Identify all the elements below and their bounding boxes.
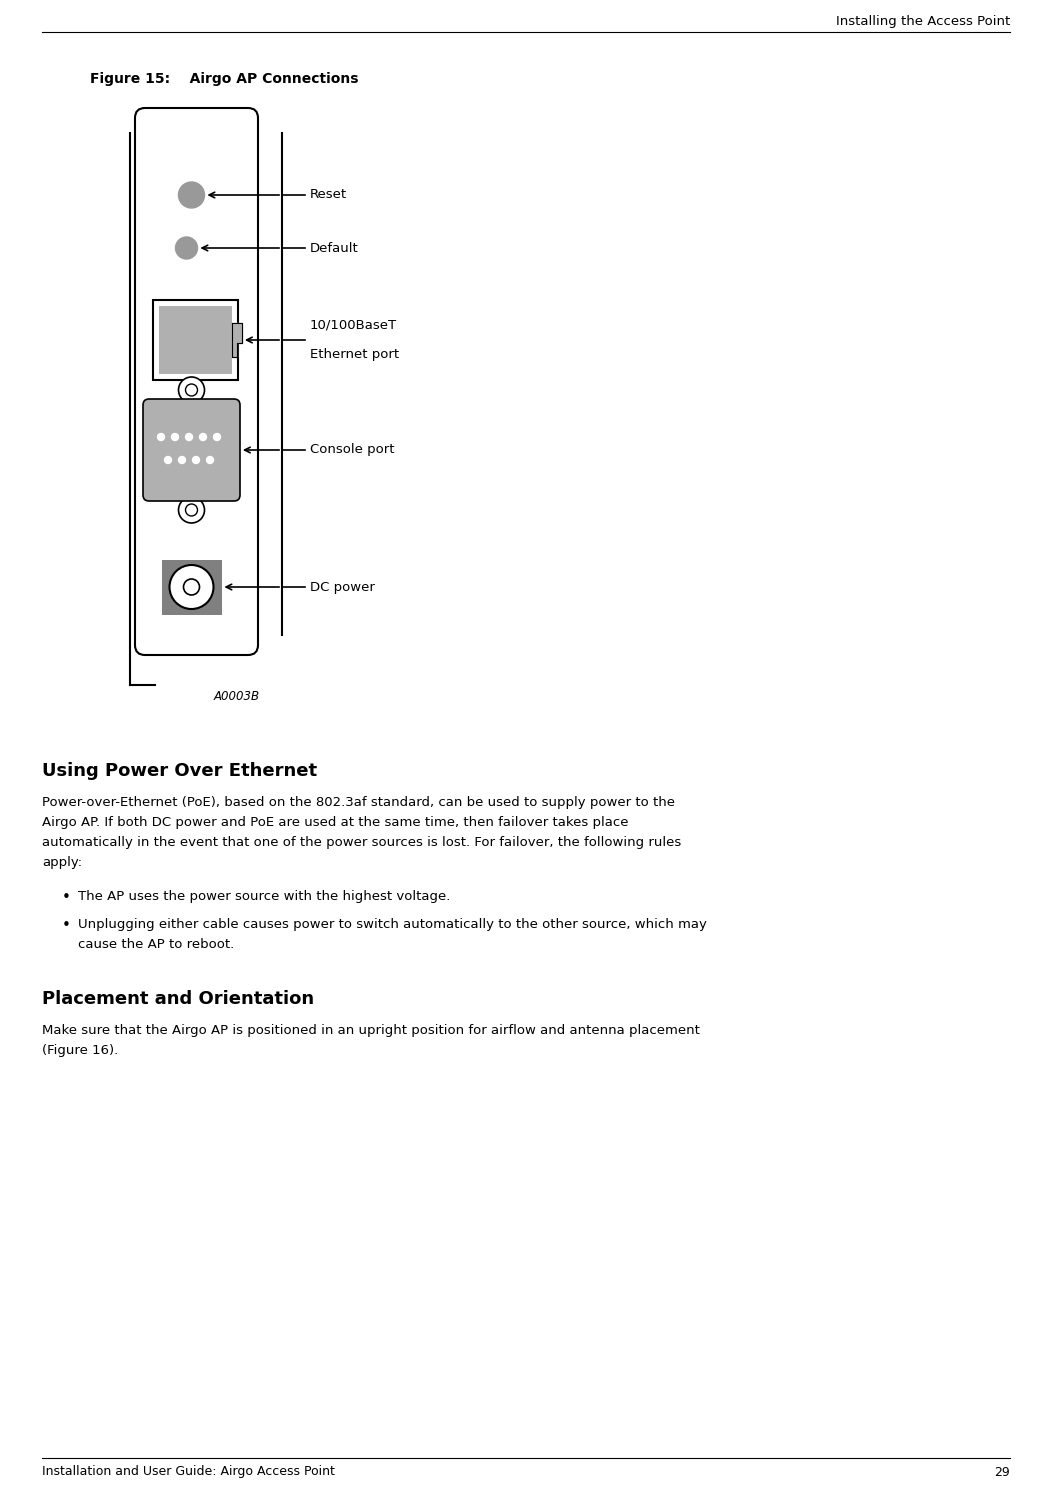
- Circle shape: [179, 377, 204, 403]
- Text: Ethernet port: Ethernet port: [310, 348, 399, 361]
- Text: DC power: DC power: [310, 580, 375, 594]
- FancyBboxPatch shape: [135, 107, 258, 655]
- Bar: [162, 560, 222, 615]
- Polygon shape: [232, 322, 242, 357]
- Text: Console port: Console port: [310, 443, 394, 457]
- Circle shape: [164, 457, 171, 464]
- Circle shape: [193, 457, 200, 464]
- Text: Installing the Access Point: Installing the Access Point: [835, 15, 1010, 28]
- Circle shape: [206, 457, 214, 464]
- Text: (Figure 16).: (Figure 16).: [42, 1044, 118, 1056]
- Circle shape: [185, 504, 198, 516]
- Text: •: •: [62, 891, 70, 906]
- Circle shape: [185, 383, 198, 395]
- Circle shape: [179, 182, 204, 207]
- Text: apply:: apply:: [42, 856, 82, 868]
- Text: Installation and User Guide: Airgo Access Point: Installation and User Guide: Airgo Acces…: [42, 1465, 335, 1479]
- Text: The AP uses the power source with the highest voltage.: The AP uses the power source with the hi…: [78, 891, 450, 903]
- Text: •: •: [62, 918, 70, 932]
- Circle shape: [171, 434, 179, 440]
- Circle shape: [158, 434, 164, 440]
- Circle shape: [214, 434, 221, 440]
- Circle shape: [176, 237, 198, 260]
- Text: cause the AP to reboot.: cause the AP to reboot.: [78, 938, 235, 950]
- FancyBboxPatch shape: [143, 398, 240, 501]
- Text: Make sure that the Airgo AP is positioned in an upright position for airflow and: Make sure that the Airgo AP is positione…: [42, 1024, 700, 1037]
- Circle shape: [179, 457, 185, 464]
- Circle shape: [169, 565, 214, 609]
- Text: Reset: Reset: [310, 188, 347, 201]
- Text: automatically in the event that one of the power sources is lost. For failover, : automatically in the event that one of t…: [42, 836, 682, 849]
- Circle shape: [200, 434, 206, 440]
- Text: Placement and Orientation: Placement and Orientation: [42, 991, 315, 1009]
- Text: Figure 15:    Airgo AP Connections: Figure 15: Airgo AP Connections: [90, 72, 359, 87]
- Circle shape: [183, 579, 200, 595]
- Circle shape: [179, 497, 204, 524]
- Text: Default: Default: [310, 242, 359, 255]
- Bar: [159, 306, 232, 374]
- Text: Airgo AP. If both DC power and PoE are used at the same time, then failover take: Airgo AP. If both DC power and PoE are u…: [42, 816, 628, 830]
- Text: A0003B: A0003B: [214, 689, 260, 703]
- Circle shape: [185, 434, 193, 440]
- Text: 10/100BaseT: 10/100BaseT: [310, 319, 397, 333]
- Text: 29: 29: [994, 1465, 1010, 1479]
- Bar: [153, 300, 238, 380]
- Text: Unplugging either cable causes power to switch automatically to the other source: Unplugging either cable causes power to …: [78, 918, 707, 931]
- Text: Using Power Over Ethernet: Using Power Over Ethernet: [42, 762, 317, 780]
- Text: Power-over-Ethernet (PoE), based on the 802.3af standard, can be used to supply : Power-over-Ethernet (PoE), based on the …: [42, 797, 675, 809]
